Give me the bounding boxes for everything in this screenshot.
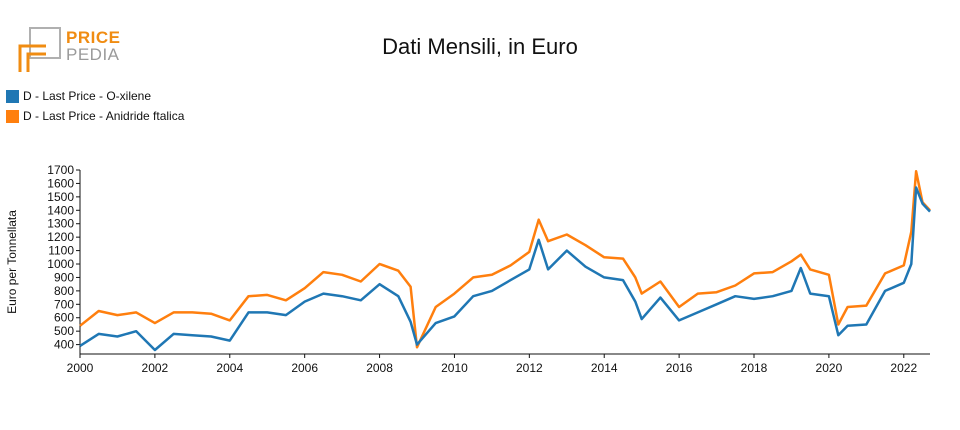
legend-label-anidride: D - Last Price - Anidride ftalica bbox=[23, 109, 185, 123]
x-tick-label: 2018 bbox=[741, 361, 768, 375]
x-tick-label: 2006 bbox=[291, 361, 318, 375]
x-tick-label: 2004 bbox=[216, 361, 243, 375]
x-tick-label: 2008 bbox=[366, 361, 393, 375]
x-tick-label: 2002 bbox=[142, 361, 169, 375]
y-tick-label: 1500 bbox=[47, 190, 74, 204]
y-tick-label: 1000 bbox=[47, 257, 74, 271]
pricepedia-logo: PRICE PEDIA bbox=[18, 26, 128, 74]
y-tick-label: 1300 bbox=[47, 217, 74, 231]
logo-text-price: PRICE bbox=[66, 28, 121, 47]
x-tick-label: 2022 bbox=[890, 361, 917, 375]
legend-swatch-anidride bbox=[6, 109, 19, 123]
y-tick-label: 800 bbox=[54, 284, 74, 298]
series-line-oxilene bbox=[79, 186, 931, 352]
y-tick-label: 700 bbox=[54, 297, 74, 311]
y-tick-label: 400 bbox=[54, 338, 74, 352]
legend-item-oxilene[interactable]: D - Last Price - O-xilene bbox=[6, 86, 184, 106]
y-tick-label: 500 bbox=[54, 324, 74, 338]
legend-label-oxilene: D - Last Price - O-xilene bbox=[23, 89, 152, 103]
y-tick-label: 1400 bbox=[47, 203, 74, 217]
logo-mark-icon bbox=[18, 27, 61, 72]
legend-swatch-oxilene bbox=[6, 89, 19, 103]
x-tick-label: 2014 bbox=[591, 361, 618, 375]
y-tick-label: 900 bbox=[54, 270, 74, 284]
x-tick-label: 2000 bbox=[67, 361, 94, 375]
x-tick-label: 2016 bbox=[666, 361, 693, 375]
x-tick-label: 2020 bbox=[816, 361, 843, 375]
y-tick-label: 600 bbox=[54, 311, 74, 325]
logo-text-pedia: PEDIA bbox=[66, 45, 120, 64]
x-tick-label: 2010 bbox=[441, 361, 468, 375]
y-axis-label: Euro per Tonnellata bbox=[5, 210, 19, 314]
y-tick-label: 1700 bbox=[47, 163, 74, 177]
y-tick-label: 1200 bbox=[47, 230, 74, 244]
series-lines bbox=[79, 170, 931, 352]
y-tick-label: 1600 bbox=[47, 176, 74, 190]
y-tick-label: 1100 bbox=[48, 244, 74, 258]
legend-item-anidride[interactable]: D - Last Price - Anidride ftalica bbox=[6, 106, 184, 126]
chart-title: Dati Mensili, in Euro bbox=[382, 34, 578, 59]
axes: 4005006007008009001000110012001300140015… bbox=[47, 163, 930, 375]
series-line-anidride bbox=[79, 170, 931, 349]
x-tick-label: 2012 bbox=[516, 361, 543, 375]
legend: D - Last Price - O-xilene D - Last Price… bbox=[6, 86, 184, 126]
